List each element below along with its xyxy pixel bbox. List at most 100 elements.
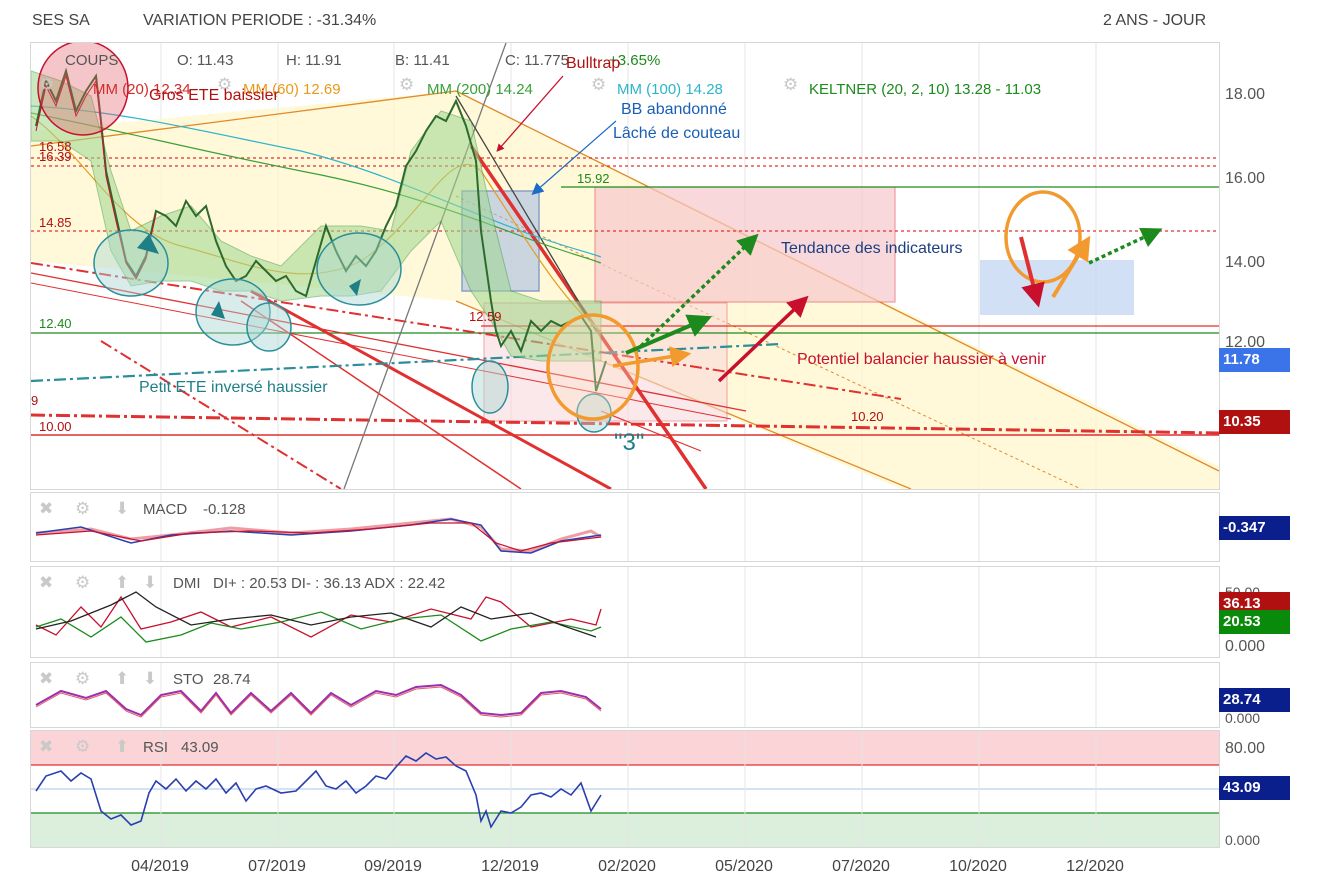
arrow-down-icon[interactable]: ⬇ [115,499,130,518]
dmi-svg [35,567,1097,657]
sto-label: STO [173,671,204,688]
level-1592: 15.92 [577,171,610,186]
annotation-potentiel: Potentiel balancier haussier à venir [797,351,1047,368]
macd-label: MACD [143,501,188,518]
macd-badge: -0.347 [1219,516,1290,540]
keltner-band [31,70,602,362]
dmi-tick-0: 0.000 [1225,638,1266,655]
y-tick-14: 14.00 [1225,254,1266,271]
quote-type: COUPS [65,52,119,69]
macd-svg [35,493,1097,561]
macd-panel[interactable]: ✖ ⚙ ⬇ MACD -0.128 [30,492,1220,562]
gear-icon[interactable]: ⚙ [75,573,91,592]
close-icon[interactable]: ✖ [39,669,54,688]
rsi-svg [31,731,1219,847]
quote-close: C: 11.775 [505,52,569,69]
gear-icon[interactable]: ⚙ [591,75,607,94]
dmi-label: DMI [173,575,201,592]
support-badge: 10.35 [1219,410,1290,434]
arrow-up-icon[interactable]: ⬆ [115,737,130,756]
annotation-bulltrap: Bulltrap [566,55,621,72]
gear-icon[interactable]: ⚙ [39,75,55,94]
annotation-gros-ete: Gros ETE baissier [149,87,279,104]
mm20-label: MM (20) 12.34 [93,81,191,98]
y-tick-16: 16.00 [1225,170,1266,187]
x-tick: 04/2019 [131,858,189,875]
x-tick: 10/2020 [949,858,1007,875]
sto-panel[interactable]: ✖ ⚙ ⬆ ⬇ STO 28.74 [30,662,1220,728]
x-tick: 12/2019 [481,858,539,875]
x-tick: 09/2019 [364,858,422,875]
x-tick: 05/2020 [715,858,773,875]
arrow-up-icon[interactable]: ⬆ [115,573,130,592]
level-1259: 12.59 [469,309,502,324]
mm60-label: MM (60) 12.69 [243,81,341,98]
quote-low: B: 11.41 [395,52,450,69]
y-tick-12: 12.00 [1225,334,1266,351]
gear-icon[interactable]: ⚙ [75,737,91,756]
quote-change: +3.65% [609,52,661,69]
main-chart-panel[interactable]: ⚙ MM (20) 12.34 ⚙ MM (60) 12.69 ⚙ MM (20… [30,42,1220,490]
mm200-line [31,112,602,264]
rsi-tick-0: 0.000 [1225,832,1261,848]
dmi-panel[interactable]: ✖ ⚙ ⬆ ⬇ DMI DI+ : 20.53 DI- : 36.13 ADX … [30,566,1220,658]
pattern-circles [93,229,612,433]
quote-high: H: 11.91 [286,52,342,69]
x-tick: 07/2019 [248,858,306,875]
level-1240: 12.40 [39,316,72,331]
gear-icon[interactable]: ⚙ [75,499,91,518]
annotation-couteau: Lâché de couteau [613,125,741,142]
variation-label: VARIATION PERIODE : -31.34% [143,12,377,29]
level-1639: 16.39 [39,149,72,164]
symbol-title: SES SA [32,12,90,29]
period-selector[interactable]: 2 ANS - JOUR [1103,12,1207,29]
mm200-label: MM (200) 14.24 [427,81,533,98]
last-price-badge: 11.78 [1219,348,1290,372]
level-1485: 14.85 [39,215,72,230]
annotation-bb: BB abandonné [621,101,727,118]
close-icon[interactable]: ✖ [39,737,54,756]
gear-icon[interactable]: ⚙ [217,75,233,94]
sto-tick-0: 0.000 [1225,710,1261,726]
x-tick: 07/2020 [832,858,890,875]
sto-svg [35,663,1097,727]
macd-value: -0.128 [203,501,246,518]
gear-icon[interactable]: ⚙ [75,669,91,688]
level-1020: 10.20 [851,409,884,424]
arrow-down-icon[interactable]: ⬇ [143,573,158,592]
price-line [35,67,607,392]
gear-icon[interactable]: ⚙ [399,75,415,94]
horizontal-levels [31,157,1219,436]
y-tick-18: 18.00 [1225,86,1266,103]
gros-ete-circle [37,43,129,136]
close-icon[interactable]: ✖ [39,499,54,518]
rsi-badge: 43.09 [1219,776,1290,800]
rsi-panel[interactable]: ✖ ⚙ ⬆ RSI 43.09 [30,730,1220,848]
annotation-tendance: Tendance des indicateurs [781,240,963,257]
arrow-down-icon[interactable]: ⬇ [143,669,158,688]
sto-badge: 28.74 [1219,688,1290,712]
close-icon[interactable]: ✖ [39,573,54,592]
orange-circle-main [546,313,640,421]
mm100-label: MM (100) 14.28 [617,81,723,98]
mm100-line [31,105,602,258]
x-tick: 12/2020 [1066,858,1124,875]
gear-icon[interactable]: ⚙ [783,75,799,94]
dmi-values: DI+ : 20.53 DI- : 36.13 ADX : 22.42 [213,575,446,592]
rsi-tick-80: 80.00 [1225,740,1266,757]
main-chart-svg [31,43,1219,489]
arrow-up-icon[interactable]: ⬆ [115,669,130,688]
dmi-plus-badge: 20.53 [1219,610,1290,634]
level-1000: 10.00 [39,419,72,434]
level-9: 9 [31,393,39,408]
rsi-label: RSI [143,739,169,756]
level-1658: 16.58 [39,139,72,154]
annotation-three: "3" [614,429,645,456]
bull-trendline [343,43,507,489]
teal-neckline [31,342,782,383]
annotation-petit-ete: Petit ETE inversé haussier [139,379,328,396]
keltner-label: KELTNER (20, 2, 10) 13.28 - 11.03 [809,81,1042,98]
sto-value: 28.74 [213,671,251,688]
quote-open: O: 11.43 [177,52,234,69]
rsi-value: 43.09 [181,739,219,756]
